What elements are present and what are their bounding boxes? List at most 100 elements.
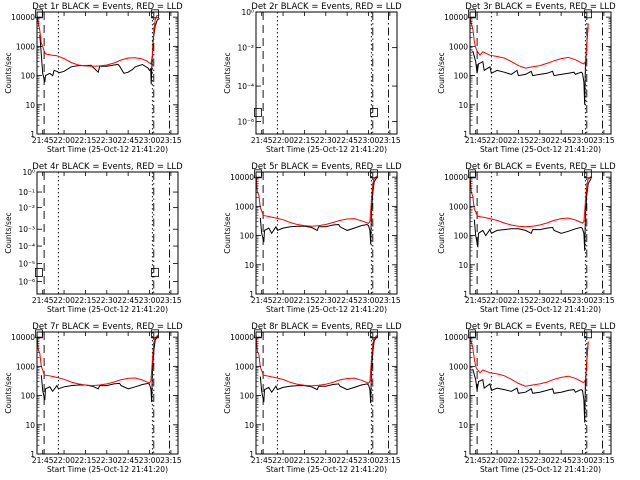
x-tick-label: 22:15: [508, 456, 530, 465]
y-tick-label: 100: [21, 72, 36, 81]
y-tick-label: 10⁻¹: [18, 188, 35, 197]
y-tick-label: 10: [244, 261, 254, 270]
lld-series: [36, 334, 159, 387]
x-tick-label: 23:00: [139, 296, 161, 305]
x-tick-label: 23:15: [160, 456, 182, 465]
panel-title: Det 8r BLACK = Events, RED = LLD: [251, 322, 402, 332]
y-tick-label: 10000: [230, 333, 254, 342]
x-tick-label: 22:15: [508, 136, 530, 145]
x-tick-label: 22:00: [486, 296, 508, 305]
y-tick-label: 10000: [11, 333, 35, 342]
x-tick-label: 21:45: [465, 296, 487, 305]
x-tick-label: 22:00: [53, 456, 75, 465]
corner-box-label: [370, 108, 378, 117]
y-tick-label: 10⁻²: [18, 204, 35, 213]
y-axis-label: Counts/sec: [223, 212, 232, 253]
y-tick-label: 1000: [235, 202, 254, 211]
events-series: [39, 18, 160, 85]
y-tick-label: 100: [240, 392, 255, 401]
corner-box-label: [151, 268, 159, 277]
y-tick-label: 10⁻⁶: [18, 278, 35, 287]
x-tick-label: 22:45: [550, 296, 572, 305]
x-tick-label: 21:45: [32, 456, 54, 465]
x-tick-label: 23:15: [160, 296, 182, 305]
y-tick-label: 10⁻³: [18, 225, 35, 234]
panel-title: Det 1r BLACK = Events, RED = LLD: [32, 2, 183, 12]
y-tick-label: 100: [454, 392, 469, 401]
y-axis-label: Counts/sec: [437, 52, 446, 93]
plot-frame: [255, 331, 398, 455]
panel-5: Det 5r BLACK = Events, RED = LLD 21:45 22:…: [223, 162, 402, 314]
x-tick-label: 23:00: [358, 456, 380, 465]
panel-title: Det 6r BLACK = Events, RED = LLD: [465, 162, 616, 172]
x-tick-label: 22:00: [53, 296, 75, 305]
events-series: [259, 176, 378, 245]
x-axis-label: Start Time (25-Oct-12 21:41:20): [266, 305, 387, 314]
panel-title: Det 5r BLACK = Events, RED = LLD: [251, 162, 402, 172]
x-tick-label: 22:00: [486, 456, 508, 465]
x-axis-label: Start Time (25-Oct-12 21:41:20): [47, 465, 168, 474]
x-tick-label: 23:15: [379, 136, 401, 145]
x-tick-label: 22:00: [53, 136, 75, 145]
events-series: [40, 335, 159, 403]
lld-series: [469, 175, 592, 228]
panel-title: Det 7r BLACK = Events, RED = LLD: [32, 322, 183, 332]
x-tick-label: 23:00: [572, 136, 594, 145]
y-tick-label: 10000: [230, 173, 254, 182]
x-tick-label: 22:30: [96, 136, 118, 145]
plot-frame: [469, 331, 612, 455]
y-tick-label: 10⁻⁶: [237, 118, 254, 127]
y-tick-label: 1: [463, 290, 468, 299]
corner-box-label: [584, 329, 592, 339]
y-tick-label: 10⁰: [22, 168, 35, 177]
x-tick-label: 22:15: [75, 296, 97, 305]
x-tick-label: 22:15: [294, 296, 316, 305]
y-tick-label: 10⁻⁵: [18, 259, 35, 268]
panel-title: Det 4r BLACK = Events, RED = LLD: [32, 162, 183, 172]
lld-series: [36, 14, 160, 67]
x-tick-label: 21:45: [32, 296, 54, 305]
x-tick-label: 22:30: [315, 456, 337, 465]
x-tick-label: 23:00: [139, 456, 161, 465]
y-tick-label: 100: [240, 232, 255, 241]
x-tick-label: 23:15: [379, 456, 401, 465]
x-tick-label: 21:45: [251, 296, 273, 305]
y-tick-label: 1000: [235, 362, 254, 371]
x-axis-label: Start Time (25-Oct-12 21:41:20): [266, 465, 387, 474]
y-tick-label: 1000: [449, 202, 468, 211]
y-tick-label: 1: [249, 290, 254, 299]
y-tick-label: 10⁻⁴: [18, 242, 35, 251]
corner-box-label: [370, 169, 378, 179]
y-tick-label: 10: [458, 101, 468, 110]
x-tick-label: 23:15: [593, 136, 615, 145]
x-tick-label: 22:30: [529, 296, 551, 305]
y-tick-label: 100: [21, 392, 36, 401]
x-tick-label: 22:00: [272, 456, 294, 465]
y-axis-label: Counts/sec: [4, 52, 13, 93]
x-tick-label: 23:00: [572, 296, 594, 305]
x-tick-label: 22:15: [294, 136, 316, 145]
y-tick-label: 1: [249, 450, 254, 459]
y-tick-label: 10⁻²: [237, 44, 254, 53]
corner-box-label: [584, 9, 592, 19]
x-tick-label: 21:45: [465, 136, 487, 145]
y-tick-label: 10: [244, 421, 254, 430]
lld-series: [255, 334, 378, 387]
x-tick-label: 23:15: [160, 136, 182, 145]
corner-box-label: [254, 108, 262, 117]
x-tick-label: 23:15: [379, 296, 401, 305]
panel-title: Det 2r BLACK = Events, RED = LLD: [251, 2, 402, 12]
y-tick-label: 1000: [449, 362, 468, 371]
panel-title: Det 9r BLACK = Events, RED = LLD: [465, 322, 616, 332]
y-axis-label: Counts/sec: [4, 372, 13, 413]
lld-series: [469, 338, 589, 387]
plot-frame: [36, 11, 179, 135]
x-tick-label: 22:30: [96, 296, 118, 305]
corner-box-label: [35, 268, 43, 277]
y-tick-label: 10: [458, 421, 468, 430]
